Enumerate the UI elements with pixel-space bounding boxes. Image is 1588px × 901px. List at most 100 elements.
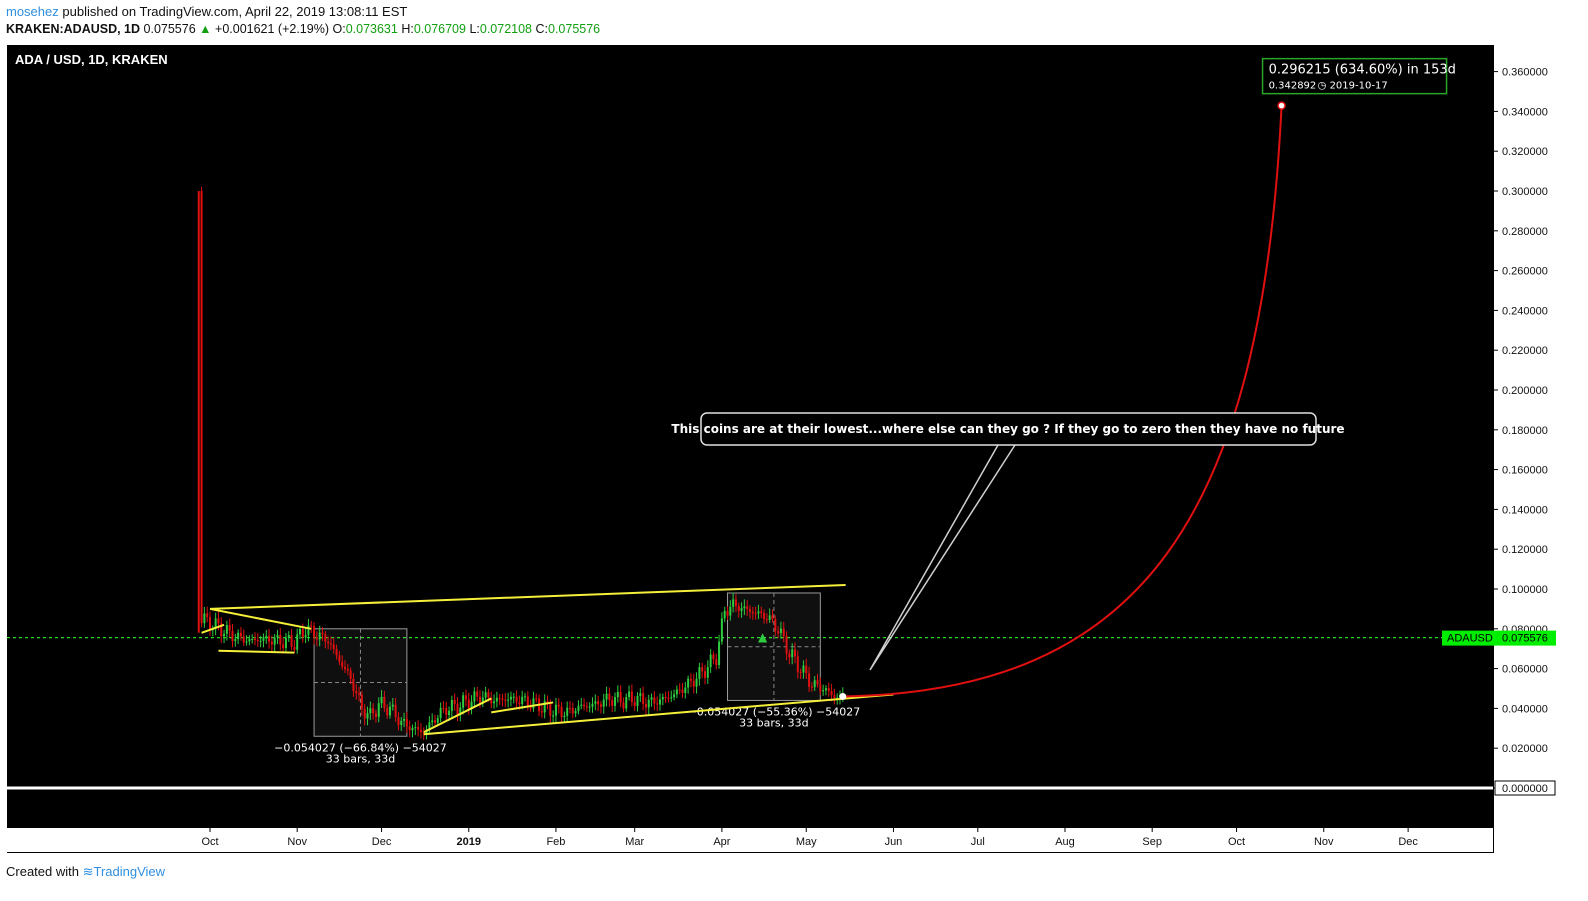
candle-body	[448, 710, 451, 715]
candle-body	[467, 699, 470, 709]
candle-body	[203, 613, 206, 624]
last-price: 0.075576	[143, 22, 196, 36]
price-axis[interactable]	[1493, 45, 1563, 853]
x-tick-label: 2019	[457, 836, 481, 848]
candle-body	[515, 696, 518, 703]
candle-body	[434, 720, 436, 723]
candle-body	[487, 692, 490, 698]
candle-body	[484, 692, 487, 698]
y-tick-label: 0.320000	[1502, 146, 1548, 158]
up-marker-icon: ▲	[758, 630, 768, 644]
candle-body	[397, 717, 400, 726]
candle-body	[524, 696, 526, 698]
candle-body	[256, 639, 259, 641]
candle-body	[383, 697, 386, 708]
candle-body	[293, 646, 296, 650]
candle-body	[743, 606, 746, 609]
candle-body	[608, 693, 611, 701]
candle-body	[307, 625, 310, 636]
candle-body	[706, 667, 709, 678]
candle-body	[782, 628, 785, 637]
y-tick-label: 0.140000	[1502, 504, 1548, 516]
callout-bubble	[700, 412, 1317, 446]
target-date-label: 2019-10-17	[1330, 81, 1388, 92]
candle-body	[394, 704, 397, 718]
candle-body	[830, 691, 833, 696]
candle-body	[734, 599, 737, 606]
symbol-badge-label: ADAUSD	[1447, 633, 1493, 645]
candle-body	[504, 699, 507, 701]
candle-body	[270, 641, 273, 645]
candle-body	[779, 628, 782, 634]
candle-body	[594, 701, 597, 704]
candle-body	[422, 732, 425, 735]
candle-body	[540, 711, 543, 713]
publish-info: mosehez published on TradingView.com, Ap…	[6, 4, 407, 19]
candle-body	[417, 727, 420, 730]
candle-body	[833, 695, 836, 698]
candle-body	[557, 704, 560, 707]
up-arrow-icon: ▲	[199, 22, 212, 36]
x-tick-label: Sep	[1142, 836, 1162, 848]
measure-bars-label: 33 bars, 33d	[739, 716, 808, 729]
candle-body	[746, 606, 749, 610]
measure-bars-label: 33 bars, 33d	[326, 752, 395, 765]
candle-body	[670, 697, 673, 699]
trendline	[423, 697, 492, 734]
open-label: O:	[332, 22, 346, 36]
trendline	[209, 584, 846, 610]
candle-body	[549, 702, 552, 716]
candle-body	[459, 707, 462, 715]
price-change: +0.001621 (+2.19%)	[215, 22, 329, 36]
trendline	[209, 607, 312, 630]
y-tick-label: 0.300000	[1502, 186, 1548, 198]
time-axis[interactable]	[7, 827, 1493, 853]
tradingview-link[interactable]: TradingView	[93, 864, 166, 879]
high-label: H:	[401, 22, 414, 36]
created-with-label: Created with	[6, 864, 79, 879]
candle-body	[819, 684, 822, 692]
candle-body	[664, 697, 667, 699]
candle-body	[704, 671, 706, 678]
candle-body	[414, 727, 417, 729]
candle-body	[498, 697, 501, 699]
trendline	[218, 649, 295, 654]
candle-body	[391, 704, 394, 707]
candle-body	[450, 699, 453, 711]
candle-body	[701, 667, 704, 672]
candle-body	[464, 695, 467, 700]
candle-body	[509, 696, 512, 700]
candle-body	[591, 703, 594, 707]
candle-body	[476, 691, 479, 697]
current-price-badge	[1442, 630, 1556, 646]
candle-body	[346, 669, 349, 671]
candle-body	[771, 615, 774, 619]
candle-body	[296, 634, 299, 650]
candle-body	[234, 639, 237, 642]
candle-body	[352, 678, 355, 691]
candle-body	[304, 635, 307, 638]
candle-body	[619, 691, 622, 703]
candle-body	[695, 678, 698, 687]
candle-body	[726, 610, 729, 616]
candle-body	[419, 729, 422, 733]
candle-body	[436, 718, 439, 723]
candle-body	[611, 700, 614, 706]
candle-body	[827, 688, 830, 692]
candle-body	[400, 720, 403, 726]
symbol-label: KRAKEN:ADAUSD, 1D	[6, 22, 141, 36]
candle-body	[692, 680, 695, 687]
current-price-value: 0.075576	[1502, 633, 1548, 645]
y-tick-label: 0.200000	[1502, 385, 1548, 397]
author-link[interactable]: mosehez	[6, 4, 59, 19]
candle-body	[684, 687, 687, 693]
candle-body	[310, 625, 313, 627]
candle-body	[560, 706, 563, 718]
y-tick-label: 0.280000	[1502, 226, 1548, 238]
candle-body	[622, 702, 625, 709]
candle-body	[642, 693, 645, 704]
candle-body	[290, 635, 293, 647]
candle-body	[349, 670, 352, 679]
x-tick-label: Dec	[372, 836, 392, 848]
candle-body	[360, 694, 363, 709]
